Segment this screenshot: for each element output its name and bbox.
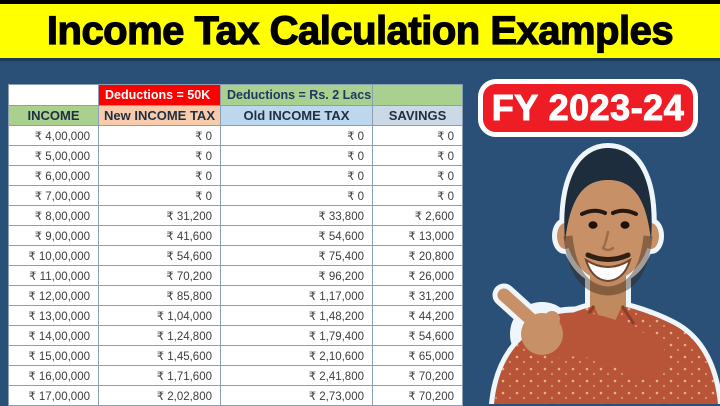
new-tax-cell: ₹ 0 (98, 125, 221, 146)
old-tax-cell: ₹ 2,10,600 (220, 345, 373, 366)
income-cell: ₹ 7,00,000 (8, 185, 99, 206)
new-tax-cell: ₹ 2,02,800 (98, 385, 221, 406)
savings-cell: ₹ 2,600 (372, 205, 463, 226)
savings-cell: ₹ 20,800 (372, 245, 463, 266)
income-cell: ₹ 13,00,000 (8, 305, 99, 326)
table-row: ₹ 15,00,000 ₹ 1,45,600 ₹ 2,10,600 ₹ 65,000 (8, 345, 463, 366)
new-tax-cell: ₹ 0 (98, 185, 221, 206)
presenter-photo (489, 143, 720, 404)
income-cell: ₹ 16,00,000 (8, 365, 99, 386)
savings-cell: ₹ 26,000 (372, 265, 463, 286)
income-cell: ₹ 15,00,000 (8, 345, 99, 366)
old-tax-cell: ₹ 96,200 (220, 265, 373, 286)
savings-cell: ₹ 13,000 (372, 225, 463, 246)
new-tax-cell: ₹ 70,200 (98, 265, 221, 286)
table-row: ₹ 13,00,000 ₹ 1,04,000 ₹ 1,48,200 ₹ 44,200 (8, 305, 463, 326)
column-header-row: INCOME New INCOME TAX Old INCOME TAX SAV… (8, 105, 463, 126)
new-tax-cell: ₹ 1,71,600 (98, 365, 221, 386)
table-row: ₹ 17,00,000 ₹ 2,02,800 ₹ 2,73,000 ₹ 70,200 (8, 385, 463, 406)
new-tax-cell: ₹ 1,04,000 (98, 305, 221, 326)
old-tax-cell: ₹ 54,600 (220, 225, 373, 246)
old-tax-cell: ₹ 0 (220, 165, 373, 186)
fy-badge: FY 2023-24 (478, 79, 698, 137)
old-tax-cell: ₹ 0 (220, 185, 373, 206)
old-tax-cell: ₹ 1,17,000 (220, 285, 373, 306)
table-row: ₹ 5,00,000 ₹ 0 ₹ 0 ₹ 0 (8, 145, 463, 166)
savings-cell: ₹ 0 (372, 145, 463, 166)
savings-cell: ₹ 0 (372, 125, 463, 146)
income-cell: ₹ 8,00,000 (8, 205, 99, 226)
group-header-savings (372, 84, 463, 106)
page-title: Income Tax Calculation Examples (46, 8, 674, 53)
savings-cell: ₹ 65,000 (372, 345, 463, 366)
new-tax-cell: ₹ 41,600 (98, 225, 221, 246)
income-cell: ₹ 5,00,000 (8, 145, 99, 166)
group-header-row: Deductions = 50K Deductions = Rs. 2 Lacs (8, 84, 463, 106)
new-tax-cell: ₹ 1,45,600 (98, 345, 221, 366)
savings-cell: ₹ 70,200 (372, 385, 463, 406)
income-cell: ₹ 4,00,000 (8, 125, 99, 146)
old-tax-cell: ₹ 33,800 (220, 205, 373, 226)
income-cell: ₹ 6,00,000 (8, 165, 99, 186)
column-header-old-tax: Old INCOME TAX (220, 105, 373, 126)
table-row: ₹ 4,00,000 ₹ 0 ₹ 0 ₹ 0 (8, 125, 463, 146)
new-tax-cell: ₹ 0 (98, 165, 221, 186)
presenter-figure (494, 148, 718, 404)
new-tax-cell: ₹ 1,24,800 (98, 325, 221, 346)
column-header-new-tax: New INCOME TAX (98, 105, 221, 126)
group-header-new-regime: Deductions = 50K (98, 84, 221, 106)
new-tax-cell: ₹ 54,600 (98, 245, 221, 266)
table-row: ₹ 6,00,000 ₹ 0 ₹ 0 ₹ 0 (8, 165, 463, 186)
group-header-old-regime: Deductions = Rs. 2 Lacs (220, 84, 373, 106)
income-cell: ₹ 17,00,000 (8, 385, 99, 406)
savings-cell: ₹ 0 (372, 165, 463, 186)
savings-cell: ₹ 44,200 (372, 305, 463, 326)
table-row: ₹ 9,00,000 ₹ 41,600 ₹ 54,600 ₹ 13,000 (8, 225, 463, 246)
tax-table: Deductions = 50K Deductions = Rs. 2 Lacs… (8, 84, 463, 406)
savings-cell: ₹ 54,600 (372, 325, 463, 346)
table-row: ₹ 14,00,000 ₹ 1,24,800 ₹ 1,79,400 ₹ 54,600 (8, 325, 463, 346)
table-row: ₹ 12,00,000 ₹ 85,800 ₹ 1,17,000 ₹ 31,200 (8, 285, 463, 306)
old-tax-cell: ₹ 1,48,200 (220, 305, 373, 326)
table-row: ₹ 10,00,000 ₹ 54,600 ₹ 75,400 ₹ 20,800 (8, 245, 463, 266)
new-tax-cell: ₹ 85,800 (98, 285, 221, 306)
old-tax-cell: ₹ 75,400 (220, 245, 373, 266)
income-cell: ₹ 9,00,000 (8, 225, 99, 246)
income-cell: ₹ 14,00,000 (8, 325, 99, 346)
savings-cell: ₹ 70,200 (372, 365, 463, 386)
column-header-savings: SAVINGS (372, 105, 463, 126)
tax-table-body: ₹ 4,00,000 ₹ 0 ₹ 0 ₹ 0 ₹ 5,00,000 ₹ 0 ₹ 0 ₹ 0 ₹ … (8, 125, 463, 406)
savings-cell: ₹ 31,200 (372, 285, 463, 306)
table-row: ₹ 7,00,000 ₹ 0 ₹ 0 ₹ 0 (8, 185, 463, 206)
group-header-spacer (8, 84, 99, 106)
income-cell: ₹ 12,00,000 (8, 285, 99, 306)
table-row: ₹ 11,00,000 ₹ 70,200 ₹ 96,200 ₹ 26,000 (8, 265, 463, 286)
table-row: ₹ 8,00,000 ₹ 31,200 ₹ 33,800 ₹ 2,600 (8, 205, 463, 226)
old-tax-cell: ₹ 0 (220, 125, 373, 146)
title-bar: Income Tax Calculation Examples (0, 0, 720, 61)
savings-cell: ₹ 0 (372, 185, 463, 206)
old-tax-cell: ₹ 2,73,000 (220, 385, 373, 406)
old-tax-cell: ₹ 0 (220, 145, 373, 166)
old-tax-cell: ₹ 1,79,400 (220, 325, 373, 346)
income-cell: ₹ 11,00,000 (8, 265, 99, 286)
new-tax-cell: ₹ 0 (98, 145, 221, 166)
income-cell: ₹ 10,00,000 (8, 245, 99, 266)
column-header-income: INCOME (8, 105, 99, 126)
old-tax-cell: ₹ 2,41,800 (220, 365, 373, 386)
table-row: ₹ 16,00,000 ₹ 1,71,600 ₹ 2,41,800 ₹ 70,200 (8, 365, 463, 386)
new-tax-cell: ₹ 31,200 (98, 205, 221, 226)
